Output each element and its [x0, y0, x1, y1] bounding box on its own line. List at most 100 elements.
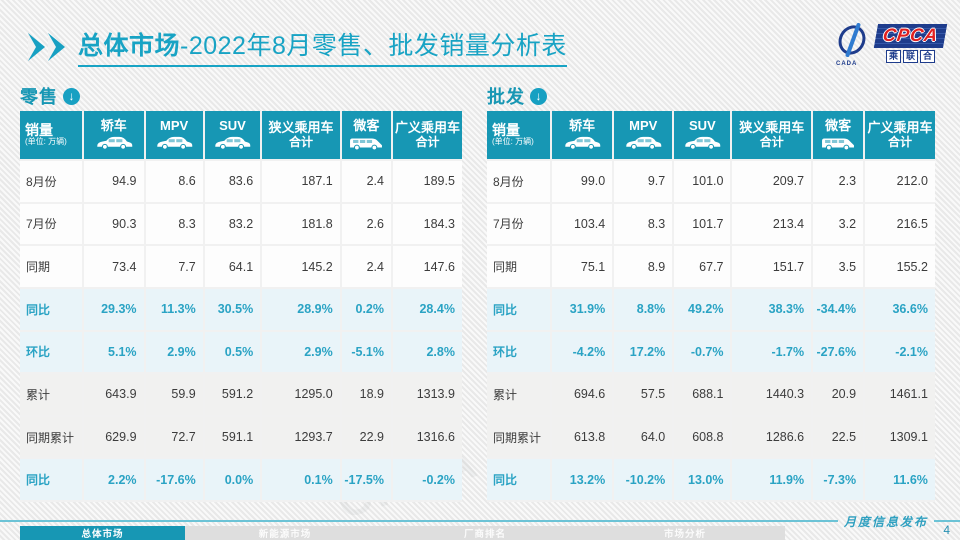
value-cell: 11.3% — [145, 288, 205, 332]
value-cell: 613.8 — [551, 416, 615, 460]
table-row-同期累计: 同期累计 613.8 64.0 608.8 1286.6 22.5 1309.1 — [487, 416, 935, 460]
value-cell: -4.2% — [551, 331, 615, 375]
retail-section: 零售 ↓ 销量 (单位: 万辆) 轿车 MPV SUV 狭义乘用车 合计 微客 广义乘用车 合计 8… — [20, 84, 462, 502]
footer-tab-厂商排名[interactable]: 厂商排名 — [385, 526, 585, 540]
footer-tab-总体市场[interactable]: 总体市场 — [20, 526, 185, 540]
logo-cn-char: 联 — [903, 49, 919, 63]
value-cell: 57.5 — [614, 374, 675, 417]
value-cell: 18.9 — [341, 374, 393, 417]
value-cell: 209.7 — [732, 161, 814, 204]
value-cell: 0.1% — [262, 459, 342, 502]
value-cell: 83.6 — [204, 161, 263, 204]
cpca-logo-box: CPCA 乘联合 — [873, 23, 948, 63]
footer-tab-新能源市场[interactable]: 新能源市场 — [185, 526, 385, 540]
value-cell: 2.8% — [393, 331, 462, 375]
table-row-同期: 同期 73.4 7.7 64.1 145.2 2.4 147.6 — [20, 246, 462, 289]
value-cell: 1440.3 — [732, 374, 814, 417]
footer-rule: 月度信息发布 — [0, 515, 960, 529]
value-cell: 3.2 — [813, 203, 866, 247]
value-cell: 31.9% — [551, 288, 615, 332]
wholesale-table: 销量 (单位: 万辆) 轿车 MPV SUV 狭义乘用车 合计 微客 广义乘用车 合计 8月份 99.… — [487, 111, 935, 502]
logo-sub-text: CADA — [836, 61, 858, 67]
row-label: 同期累计 — [20, 416, 85, 460]
value-cell: 1313.9 — [393, 374, 462, 417]
value-cell: 184.3 — [393, 203, 462, 247]
page-title-rest: -2022年8月零售、批发销量分析表 — [180, 32, 567, 60]
column-header-SUV: SUV — [204, 111, 263, 161]
value-cell: -5.1% — [341, 331, 393, 375]
wholesale-section-title: 批发 — [487, 87, 525, 107]
row-label: 累计 — [487, 374, 552, 417]
footer-tab-市场分析[interactable]: 市场分析 — [585, 526, 785, 540]
value-cell: 1316.6 — [393, 416, 462, 460]
value-cell: 11.6% — [865, 459, 935, 502]
logo-cn-char: 乘 — [885, 49, 901, 63]
value-cell: 8.3 — [145, 203, 205, 247]
row-label: 同比 — [20, 288, 85, 332]
row-label: 同期 — [20, 246, 85, 289]
value-cell: -17.5% — [341, 459, 393, 502]
page-number: 4 — [943, 523, 950, 537]
value-cell: 8.9 — [614, 246, 675, 289]
wholesale-section-header: 批发 ↓ — [487, 84, 935, 108]
table-row-环比: 环比 5.1% 2.9% 0.5% 2.9% -5.1% 2.8% — [20, 331, 462, 375]
value-cell: 2.4 — [341, 246, 393, 289]
mpv-icon — [157, 137, 193, 150]
value-cell: 0.2% — [341, 288, 393, 332]
row-label: 同比 — [20, 459, 85, 502]
value-cell: 216.5 — [865, 203, 935, 247]
mpv-icon — [626, 137, 662, 150]
row-label: 7月份 — [20, 203, 85, 247]
double-chevron-icon — [28, 32, 68, 61]
value-cell: 1295.0 — [262, 374, 342, 417]
table-row-同比: 同比 29.3% 11.3% 30.5% 28.9% 0.2% 28.4% — [20, 288, 462, 332]
value-cell: 75.1 — [551, 246, 615, 289]
value-cell: 38.3% — [732, 288, 814, 332]
circle-down-arrow-icon: ↓ — [530, 87, 547, 105]
column-header-广义乘用车: 广义乘用车 合计 — [393, 111, 462, 161]
row-label: 环比 — [20, 331, 85, 375]
value-cell: 643.9 — [84, 374, 146, 417]
column-header-MPV: MPV — [145, 111, 205, 161]
value-cell: 8.8% — [614, 288, 675, 332]
value-cell: 1309.1 — [865, 416, 935, 460]
cpca-logo: CADA CPCA 乘联合 — [833, 20, 948, 67]
page-title: 总体市场-2022年8月零售、批发销量分析表 — [78, 26, 567, 67]
value-cell: -1.7% — [732, 331, 814, 375]
unit-header-cell: 销量 (单位: 万辆) — [20, 111, 85, 161]
unit-sub-label: (单位: 万辆) — [25, 137, 67, 147]
row-label: 同比 — [487, 459, 552, 502]
value-cell: 103.4 — [551, 203, 615, 247]
value-cell: 9.7 — [614, 161, 675, 204]
table-row-同期累计: 同期累计 629.9 72.7 591.1 1293.7 22.9 1316.6 — [20, 416, 462, 460]
value-cell: 189.5 — [393, 161, 462, 204]
value-cell: 13.2% — [551, 459, 615, 502]
unit-sub-label: (单位: 万辆) — [492, 137, 534, 147]
value-cell: 145.2 — [262, 246, 342, 289]
value-cell: 0.0% — [204, 459, 263, 502]
value-cell: 90.3 — [84, 203, 146, 247]
column-header-轿车: 轿车 — [551, 111, 615, 161]
column-header-轿车: 轿车 — [84, 111, 146, 161]
row-label: 8月份 — [487, 161, 552, 204]
table-row-环比: 环比 -4.2% 17.2% -0.7% -1.7% -27.6% -2.1% — [487, 331, 935, 375]
value-cell: 694.6 — [551, 374, 615, 417]
value-cell: 2.9% — [262, 331, 342, 375]
value-cell: 2.2% — [84, 459, 146, 502]
value-cell: 13.0% — [674, 459, 733, 502]
circle-down-arrow-icon: ↓ — [63, 87, 80, 105]
value-cell: 73.4 — [84, 246, 146, 289]
value-cell: 8.3 — [614, 203, 675, 247]
value-cell: 147.6 — [393, 246, 462, 289]
value-cell: 94.9 — [84, 161, 146, 204]
table-row-8月份: 8月份 99.0 9.7 101.0 209.7 2.3 212.0 — [487, 161, 935, 204]
van-icon — [350, 138, 383, 151]
value-cell: 2.9% — [145, 331, 205, 375]
value-cell: 2.3 — [813, 161, 866, 204]
table-row-7月份: 7月份 90.3 8.3 83.2 181.8 2.6 184.3 — [20, 203, 462, 247]
table-row-同比: 同比 13.2% -10.2% 13.0% 11.9% -7.3% 11.6% — [487, 459, 935, 502]
unit-label: 销量 — [492, 121, 520, 138]
value-cell: -10.2% — [614, 459, 675, 502]
table-row-累计: 累计 694.6 57.5 688.1 1440.3 20.9 1461.1 — [487, 374, 935, 417]
table-row-8月份: 8月份 94.9 8.6 83.6 187.1 2.4 189.5 — [20, 161, 462, 204]
